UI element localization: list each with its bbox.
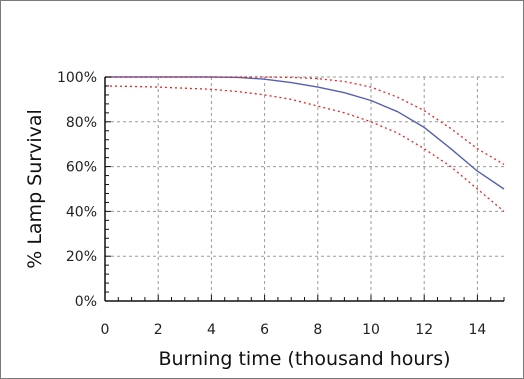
y-tick-label: 40% <box>66 204 97 220</box>
grid <box>105 76 504 301</box>
series-group <box>104 76 505 212</box>
x-tick-label: 4 <box>207 322 216 338</box>
y-tick-label: 100% <box>57 70 97 86</box>
y-axis-label: % Lamp Survival <box>24 109 46 269</box>
y-tick-label: 0% <box>75 294 97 310</box>
axes <box>104 76 505 302</box>
survival-curve <box>105 76 505 190</box>
y-tick-label: 20% <box>66 249 97 265</box>
x-tick-label: 2 <box>154 322 163 338</box>
tick-labels: 0 2 4 6 8 10 12 14 0% 20% 40% 60% 80% 100% <box>57 70 486 338</box>
x-tick-label: 14 <box>468 322 486 338</box>
y-tick-label: 60% <box>66 160 97 176</box>
upper-bound-curve <box>105 76 505 165</box>
x-tick-label: 10 <box>362 322 380 338</box>
y-tick-label: 80% <box>66 115 97 131</box>
x-tick-label: 8 <box>313 322 322 338</box>
x-tick-label: 0 <box>101 322 110 338</box>
x-tick-label: 6 <box>260 322 269 338</box>
x-axis-label: Burning time (thousand hours) <box>158 348 450 370</box>
lower-bound-curve <box>104 85 505 212</box>
x-tick-label: 12 <box>415 322 433 338</box>
